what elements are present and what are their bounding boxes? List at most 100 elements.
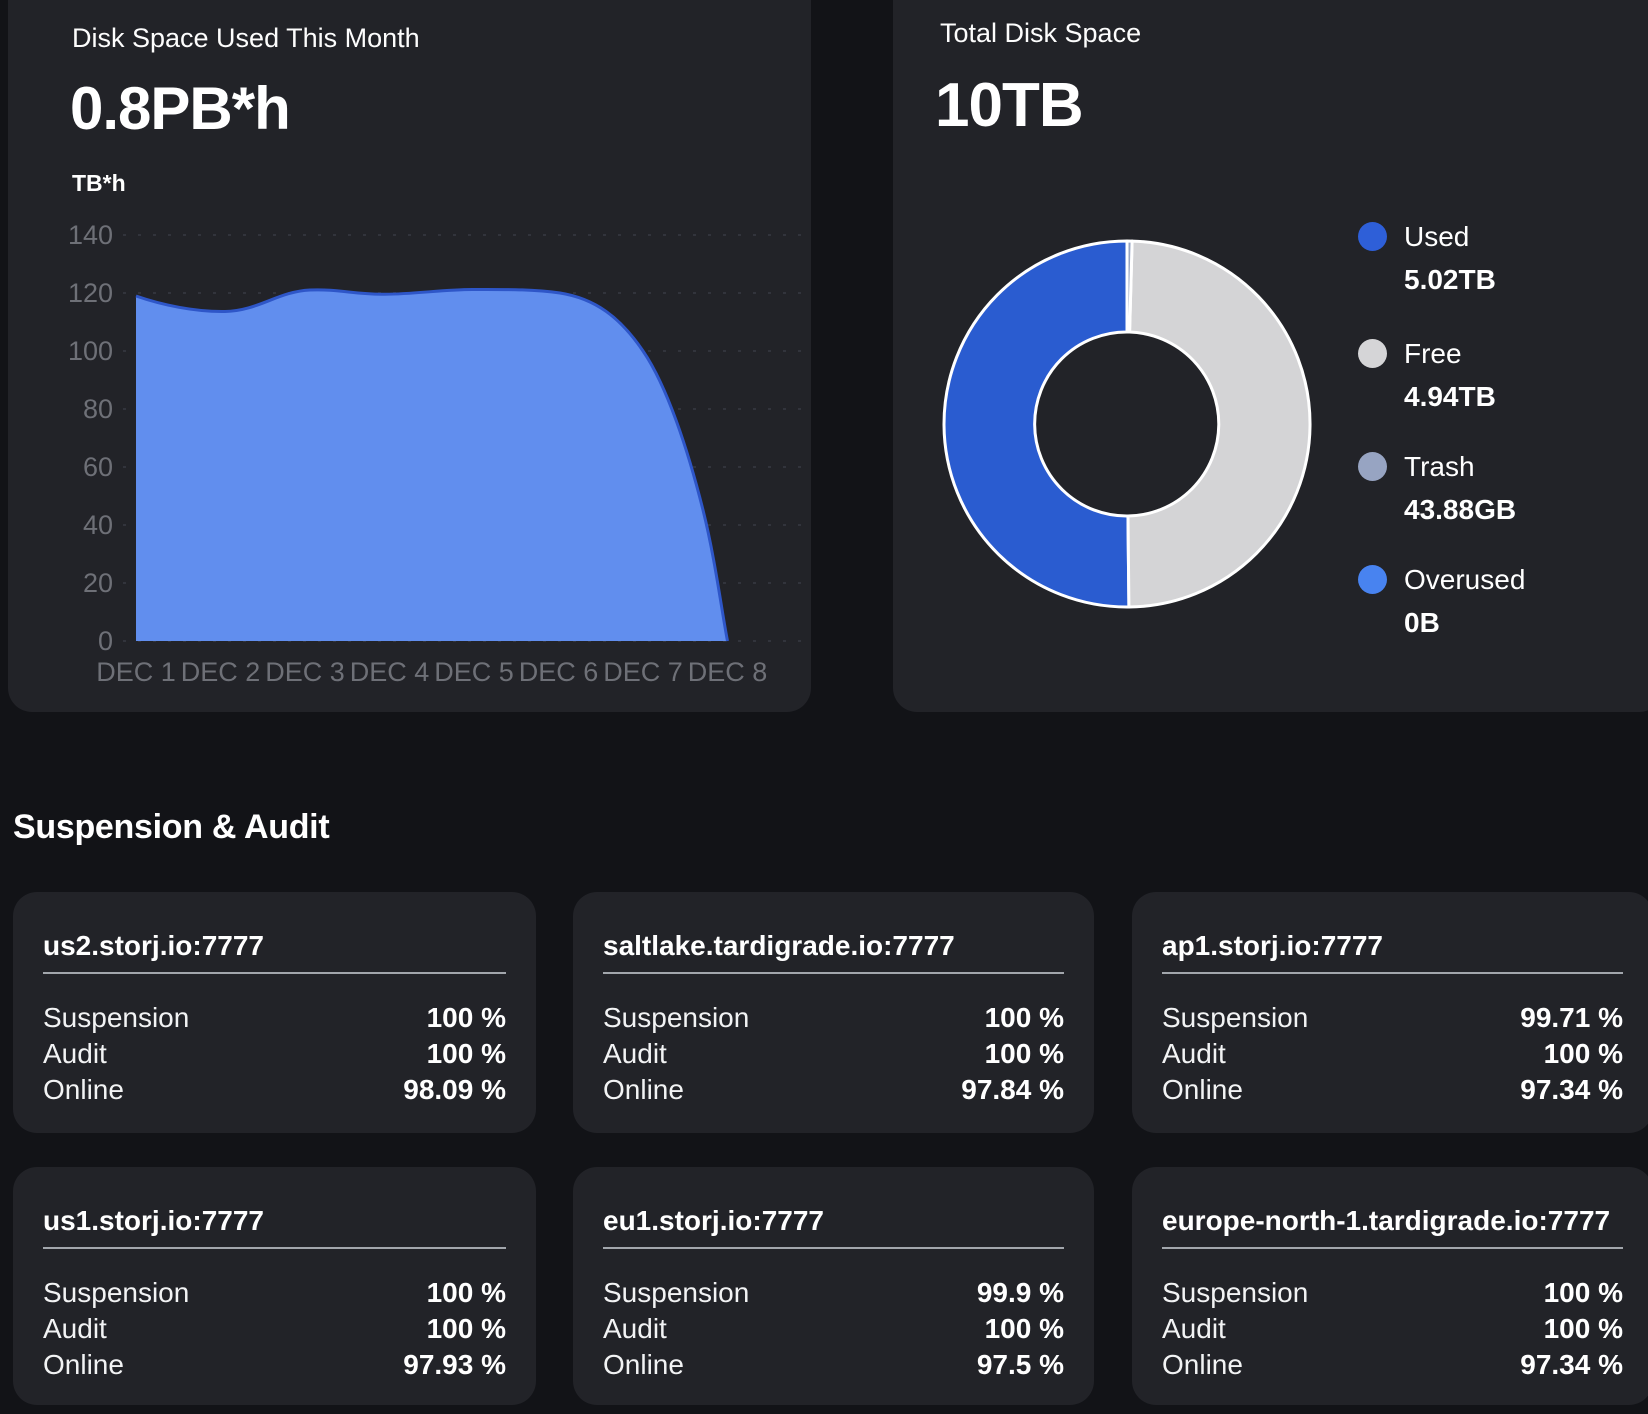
free-legend-dot <box>1358 339 1387 368</box>
suspension-row: Suspension 100 % <box>603 1000 1064 1036</box>
suspension-value: 100 % <box>1543 1277 1623 1308</box>
online-value: 97.93 % <box>403 1349 506 1380</box>
online-row: Online 97.34 % <box>1162 1347 1623 1383</box>
online-value: 98.09 % <box>403 1074 506 1105</box>
suspension-value: 99.71 % <box>1520 1002 1623 1033</box>
disk-space-donut-chart <box>942 239 1312 609</box>
divider <box>43 972 506 974</box>
online-row: Online 97.34 % <box>1162 1072 1623 1108</box>
audit-row: Audit 100 % <box>1162 1036 1623 1072</box>
audit-label: Audit <box>1162 1038 1226 1069</box>
audit-value: 100 % <box>1543 1038 1623 1069</box>
audit-label: Audit <box>603 1313 667 1344</box>
trash-legend-dot <box>1358 452 1387 481</box>
online-row: Online 97.93 % <box>43 1347 506 1383</box>
svg-text:120: 120 <box>68 278 113 308</box>
satellite-address: europe-north-1.tardigrade.io:7777 <box>1162 1205 1611 1236</box>
divider <box>603 972 1064 974</box>
satellite-address: ap1.storj.io:7777 <box>1162 930 1383 961</box>
donut-slice-trash <box>1125 239 1134 334</box>
area-fill <box>136 289 728 641</box>
audit-value: 100 % <box>984 1313 1064 1344</box>
satellite-card-us1: us1.storj.io:7777 Suspension 100 % Audit… <box>13 1167 536 1405</box>
online-row: Online 97.84 % <box>603 1072 1064 1108</box>
disk-space-used-value: 0.8PB*h <box>70 75 291 142</box>
satellite-address: us2.storj.io:7777 <box>43 930 264 961</box>
suspension-label: Suspension <box>43 1277 190 1308</box>
online-label: Online <box>43 1349 124 1380</box>
svg-text:DEC 1: DEC 1 <box>96 657 176 687</box>
overused-legend-dot <box>1358 565 1387 594</box>
svg-text:100: 100 <box>68 336 113 366</box>
online-row: Online 98.09 % <box>43 1072 506 1108</box>
donut-slice-free <box>1126 239 1312 609</box>
satellite-card-us2: us2.storj.io:7777 Suspension 100 % Audit… <box>13 892 536 1133</box>
svg-text:DEC 4: DEC 4 <box>350 657 430 687</box>
suspension-label: Suspension <box>1162 1277 1309 1308</box>
audit-label: Audit <box>43 1038 107 1069</box>
divider <box>603 1247 1064 1249</box>
disk-space-area-chart: 140 120 100 80 60 40 20 0 DEC 1 DEC 2 DE… <box>68 220 805 687</box>
audit-row: Audit 100 % <box>603 1036 1064 1072</box>
audit-row: Audit 100 % <box>43 1036 506 1072</box>
svg-text:40: 40 <box>83 510 113 540</box>
suspension-row: Suspension 100 % <box>43 1275 506 1311</box>
donut-slice-used <box>942 239 1131 609</box>
divider <box>1162 1247 1623 1249</box>
online-value: 97.5 % <box>976 1349 1064 1380</box>
total-disk-card-title: Total Disk Space <box>940 18 1142 48</box>
online-value: 97.34 % <box>1520 1349 1623 1380</box>
suspension-row: Suspension 99.71 % <box>1162 1000 1623 1036</box>
audit-label: Audit <box>603 1038 667 1069</box>
satellite-card-saltlake: saltlake.tardigrade.io:7777 Suspension 1… <box>573 892 1094 1133</box>
audit-row: Audit 100 % <box>1162 1311 1623 1347</box>
disk-space-axis-unit: TB*h <box>72 170 126 196</box>
legend-label: Used <box>1404 221 1470 252</box>
satellite-card-europe-north-1: europe-north-1.tardigrade.io:7777 Suspen… <box>1132 1167 1648 1405</box>
audit-row: Audit 100 % <box>43 1311 506 1347</box>
satellite-address: saltlake.tardigrade.io:7777 <box>603 930 955 961</box>
svg-text:20: 20 <box>83 568 113 598</box>
svg-text:0: 0 <box>98 626 113 656</box>
online-label: Online <box>1162 1074 1243 1105</box>
online-label: Online <box>603 1074 684 1105</box>
legend-value: 43.88GB <box>1404 494 1517 525</box>
satellite-address: eu1.storj.io:7777 <box>603 1205 824 1236</box>
svg-text:DEC 5: DEC 5 <box>434 657 514 687</box>
legend-label: Overused <box>1404 564 1526 595</box>
svg-text:DEC 7: DEC 7 <box>603 657 683 687</box>
svg-text:DEC 2: DEC 2 <box>181 657 261 687</box>
svg-text:140: 140 <box>68 220 113 250</box>
suspension-value: 100 % <box>426 1002 506 1033</box>
svg-text:DEC 6: DEC 6 <box>519 657 599 687</box>
online-label: Online <box>1162 1349 1243 1380</box>
audit-value: 100 % <box>1543 1313 1623 1344</box>
y-axis-ticks: 140 120 100 80 60 40 20 0 <box>68 220 113 656</box>
svg-text:DEC 3: DEC 3 <box>265 657 345 687</box>
legend-value: 4.94TB <box>1404 381 1496 412</box>
online-label: Online <box>603 1349 684 1380</box>
audit-value: 100 % <box>984 1038 1064 1069</box>
suspension-value: 100 % <box>426 1277 506 1308</box>
legend-value: 0B <box>1404 607 1440 638</box>
satellite-address: us1.storj.io:7777 <box>43 1205 264 1236</box>
suspension-row: Suspension 100 % <box>1162 1275 1623 1311</box>
used-legend-dot <box>1358 222 1387 251</box>
suspension-row: Suspension 99.9 % <box>603 1275 1064 1311</box>
suspension-value: 99.9 % <box>976 1277 1064 1308</box>
x-axis-ticks: DEC 1 DEC 2 DEC 3 DEC 4 DEC 5 DEC 6 DEC … <box>96 657 767 687</box>
suspension-value: 100 % <box>984 1002 1064 1033</box>
suspension-label: Suspension <box>1162 1002 1309 1033</box>
svg-text:DEC 8: DEC 8 <box>688 657 768 687</box>
suspension-row: Suspension 100 % <box>43 1000 506 1036</box>
audit-label: Audit <box>1162 1313 1226 1344</box>
audit-row: Audit 100 % <box>603 1311 1064 1347</box>
online-label: Online <box>43 1074 124 1105</box>
online-row: Online 97.5 % <box>603 1347 1064 1383</box>
suspension-label: Suspension <box>603 1002 750 1033</box>
svg-text:60: 60 <box>83 452 113 482</box>
divider <box>43 1247 506 1249</box>
legend-label: Free <box>1404 338 1462 369</box>
svg-text:80: 80 <box>83 394 113 424</box>
